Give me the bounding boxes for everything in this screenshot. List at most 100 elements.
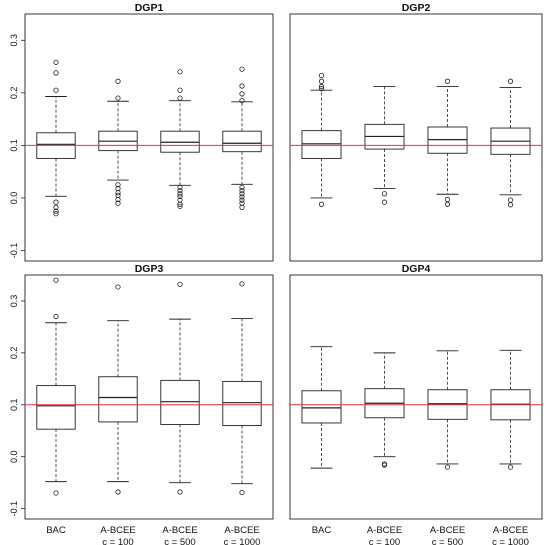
outlier-point	[53, 490, 59, 496]
outlier-point	[177, 187, 183, 194]
outlier-point	[115, 192, 121, 198]
outlier-point	[507, 78, 514, 84]
outlier-point	[53, 208, 59, 214]
outlier-point	[53, 204, 59, 210]
outlier-point	[177, 489, 183, 495]
panel-title: DGP3	[135, 263, 164, 275]
box-0	[301, 346, 342, 469]
box-rect	[160, 379, 200, 425]
x-tick-label-line: A-BCEE	[430, 525, 465, 536]
x-tick-label: A-BCEE c = 100	[100, 525, 135, 545]
x-tick-label: A-BCEE c = 100	[367, 525, 402, 545]
outlier-point	[444, 201, 451, 207]
y-tick-label: -0.1	[9, 243, 19, 259]
y-tick-label: 0.2	[9, 347, 19, 360]
outlier-point	[239, 204, 245, 210]
panel-dgp2: DGP2	[289, 2, 543, 262]
outlier-point	[177, 201, 183, 207]
outlier-point	[507, 464, 514, 470]
outlier-point	[115, 200, 121, 206]
outlier-point	[53, 313, 59, 320]
outlier-point	[53, 70, 59, 76]
x-tick-label-line: A-BCEE	[367, 525, 402, 536]
panel-title: DGP1	[135, 2, 164, 14]
box-0	[36, 277, 76, 496]
y-tick-label: 0.0	[9, 450, 19, 463]
outlier-point	[239, 187, 245, 194]
outlier-point	[177, 95, 183, 101]
outlier-point	[239, 83, 245, 89]
x-tick-label-line: A-BCEE	[493, 525, 528, 536]
outlier-point	[177, 281, 183, 287]
x-tick-label-line: c = 100	[102, 537, 133, 545]
x-tick-label-line: c = 500	[432, 537, 463, 545]
box-rect	[98, 376, 138, 423]
outlier-point	[239, 66, 245, 72]
box-rect	[301, 130, 342, 159]
panel-frame	[24, 13, 274, 262]
x-tick-label: A-BCEE c = 500	[162, 525, 197, 545]
outlier-point	[318, 72, 325, 79]
outlier-point	[115, 95, 121, 101]
panel-title: DGP4	[402, 263, 431, 275]
x-tick-label: A-BCEE c = 500	[430, 525, 465, 545]
outlier-point	[318, 83, 325, 90]
box-3	[222, 281, 262, 496]
outlier-point	[115, 489, 121, 495]
box-0	[36, 59, 76, 217]
box-3	[490, 349, 531, 470]
outlier-point	[115, 284, 121, 290]
panel-frame	[289, 274, 543, 520]
box-2	[160, 69, 200, 209]
outlier-point	[53, 199, 59, 205]
box-3	[222, 66, 262, 210]
box-2	[427, 350, 468, 470]
outlier-point	[507, 197, 514, 203]
outlier-point	[444, 196, 451, 203]
outlier-point	[381, 462, 388, 468]
outlier-point	[507, 202, 514, 208]
outlier-point	[239, 91, 245, 97]
outlier-point	[177, 87, 183, 93]
box-1	[98, 78, 138, 206]
x-tick-label: BAC	[46, 525, 66, 536]
outlier-point	[115, 190, 121, 196]
outlier-point	[318, 78, 325, 84]
outlier-point	[115, 182, 121, 188]
panel-frame	[24, 274, 274, 520]
y-tick-label: 0.3	[9, 34, 19, 47]
outlier-point	[381, 199, 388, 205]
box-3	[490, 78, 531, 208]
outlier-point	[177, 184, 183, 191]
outlier-point	[53, 87, 59, 93]
x-tick-label: A-BCEE c = 1000	[224, 525, 261, 545]
box-1	[98, 284, 138, 495]
x-tick-label: A-BCEE c = 1000	[492, 525, 529, 545]
x-tick-label-line: A-BCEE	[100, 525, 135, 536]
box-2	[427, 78, 468, 207]
box-rect	[222, 130, 262, 153]
y-tick-label: 0.2	[9, 87, 19, 100]
y-tick-label: 0.1	[9, 139, 19, 152]
outlier-point	[239, 197, 245, 203]
box-rect	[301, 390, 342, 424]
x-tick-label-line: c = 1000	[224, 537, 261, 545]
outlier-point	[239, 489, 245, 496]
y-tick-label: 0.3	[9, 295, 19, 308]
outlier-point	[239, 194, 245, 200]
x-tick-label-line: c = 100	[369, 537, 400, 545]
box-0	[301, 72, 342, 207]
x-tick-label-line: c = 1000	[492, 537, 529, 545]
outlier-point	[444, 464, 451, 470]
y-tick-label: -0.1	[9, 501, 19, 517]
outlier-point	[115, 78, 121, 84]
outlier-point	[115, 196, 121, 203]
outlier-point	[239, 191, 245, 197]
x-tick-label-line: A-BCEE	[224, 525, 259, 536]
y-tick-label: 0.1	[9, 399, 19, 412]
outlier-point	[177, 69, 183, 75]
panel-title: DGP2	[402, 2, 431, 14]
